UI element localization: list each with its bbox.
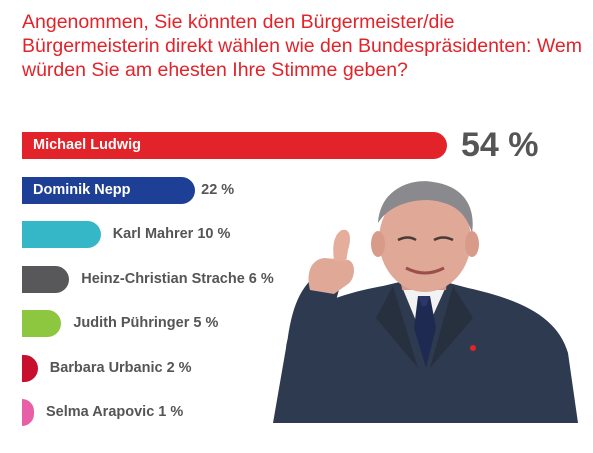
bar-4 <box>22 310 62 337</box>
bar-label-6: Selma Arapovic 1 % <box>46 404 184 420</box>
bar-0 <box>22 132 447 159</box>
bar-label-5: Barbara Urbanic 2 % <box>49 359 192 376</box>
bar-5 <box>22 354 38 382</box>
bar-label-0: Michael Ludwig <box>33 137 141 153</box>
bar-value-0: 54 % <box>461 126 539 164</box>
bar-label-1: Dominik Nepp <box>33 181 131 198</box>
bar-6 <box>22 399 34 426</box>
bar-value-1: 22 % <box>201 181 235 198</box>
bar-1 <box>22 176 196 204</box>
bar-label-2: Karl Mahrer 10 % <box>112 226 231 242</box>
bar-3 <box>22 265 70 293</box>
bar-2 <box>22 221 101 248</box>
person-photo <box>273 181 578 423</box>
question-title: Angenommen, Sie könnten den Bürgermeiste… <box>22 11 583 81</box>
bar-label-3: Heinz-Christian Strache 6 % <box>81 270 274 287</box>
bar-label-4: Judith Pühringer 5 % <box>73 315 219 331</box>
